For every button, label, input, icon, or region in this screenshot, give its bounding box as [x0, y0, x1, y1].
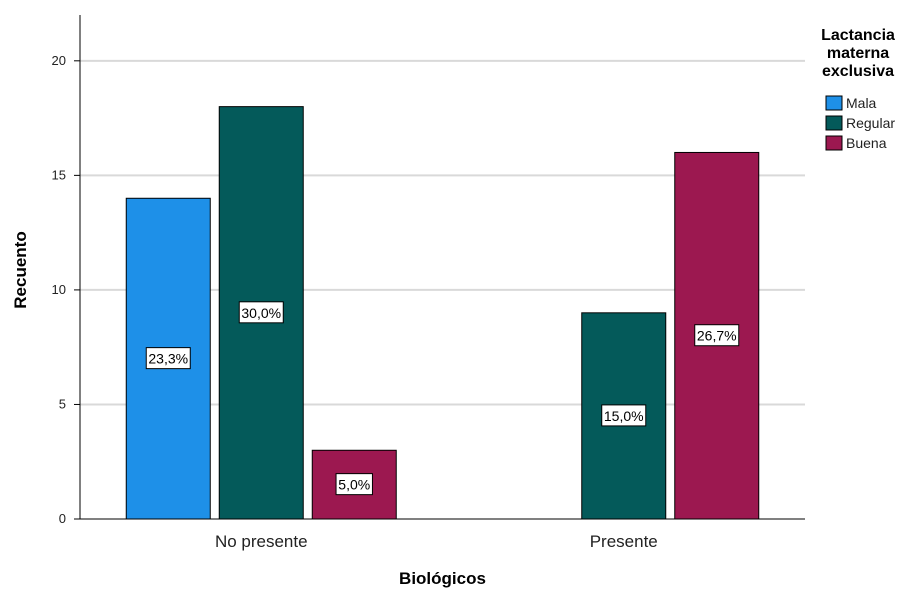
y-axis-title: Recuento — [11, 231, 30, 308]
data-label-box — [601, 404, 647, 427]
y-tick-label: 10 — [52, 282, 66, 297]
y-tick-label: 15 — [52, 167, 66, 182]
x-axis-title: Biológicos — [399, 569, 486, 588]
legend-label: Mala — [846, 95, 877, 111]
data-label: 26,7% — [697, 328, 737, 344]
data-label: 15,0% — [604, 408, 644, 424]
data-label-box — [145, 347, 191, 370]
data-label-box — [694, 324, 740, 347]
legend-label: Regular — [846, 115, 895, 131]
legend-label: Buena — [846, 135, 887, 151]
legend-title: exclusiva — [822, 63, 894, 80]
y-tick-label: 0 — [59, 511, 66, 526]
bars — [125, 106, 760, 520]
data-label-box — [335, 473, 373, 496]
legend-swatch — [825, 115, 843, 131]
data-label: 5,0% — [338, 477, 370, 493]
x-tick-label: No presente — [215, 532, 308, 551]
legend-swatch — [825, 95, 843, 111]
bar — [125, 197, 211, 520]
data-label: 30,0% — [241, 305, 281, 321]
data-label: 23,3% — [148, 351, 188, 367]
bar-data-labels: 23,3% 30,0% 5,0% 15,0% 26,7% — [145, 301, 740, 496]
y-tick-label: 20 — [52, 53, 66, 68]
y-tick-label: 5 — [59, 396, 66, 411]
y-axis-ticks: 0 5 10 15 20 — [52, 53, 80, 526]
legend-title: materna — [827, 45, 889, 62]
legend-swatch — [825, 135, 843, 151]
x-axis-category-labels: No presente Presente — [215, 532, 658, 551]
data-label-box — [238, 301, 284, 324]
legend-title: Lactancia — [821, 27, 895, 44]
x-tick-label: Presente — [590, 532, 658, 551]
